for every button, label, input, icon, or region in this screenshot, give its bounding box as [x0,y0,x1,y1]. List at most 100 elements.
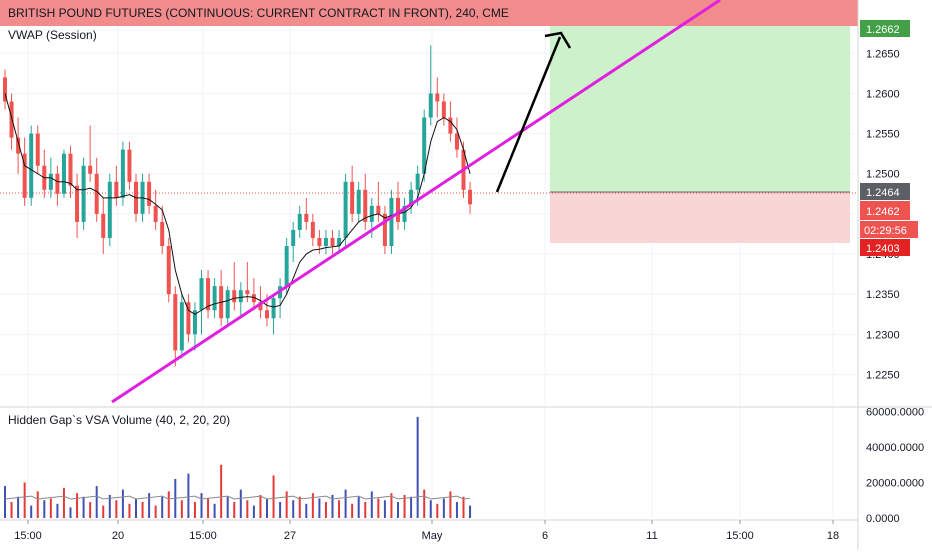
candle-body [232,290,237,303]
candle-body [323,237,328,247]
target-price-text: 1.2662 [866,24,900,36]
time-tick-label: 20 [112,530,124,542]
candle-body [271,298,276,319]
candle-body [68,153,73,186]
countdown-tag: 02:29:56 [860,221,918,238]
candle-body [409,189,414,206]
entry-price-text: 1.2464 [866,187,900,199]
time-tick-label: 15:00 [726,530,754,542]
volume-tick-label: 0.0000 [866,513,900,525]
candle-body [337,237,342,247]
candle-body [422,117,427,174]
time-tick-label: 27 [284,530,296,542]
candle-body [428,93,433,118]
volume-tick-label: 60000.0000 [866,407,924,419]
candle-body [363,189,368,222]
candle-body [94,173,99,214]
candle-body [304,213,309,222]
time-tick-label: 15:00 [14,530,42,542]
time-tick-label: 11 [646,530,657,542]
candle-body [120,149,125,198]
candle-body [251,294,256,303]
time-tick-label: May [422,530,443,542]
candle-body [297,213,302,230]
candle-body [468,189,473,205]
candle-body [186,302,191,335]
candle-body [206,278,211,311]
stop-zone[interactable] [550,192,850,243]
projection-arrow-shaft[interactable] [495,36,562,193]
last-price-tag: 1.2462 [860,201,910,220]
vwap-line [4,93,471,315]
candle-body [16,137,21,154]
candle-body [107,181,112,238]
trendline[interactable] [111,0,721,404]
candle-body [291,229,296,247]
candle-body [448,117,453,134]
last-price-text: 1.2462 [866,206,900,218]
candle-body [356,189,361,214]
candle-body [75,185,80,222]
stop-price-tag: 1.2403 [860,239,910,256]
candle-body [212,286,217,311]
candle-body [454,133,459,150]
candle-body [153,205,158,222]
candle-body [55,173,60,194]
candle-body [350,181,355,214]
candle-body [179,302,184,351]
price-tick-label: 1.2550 [866,129,900,141]
candle-body [317,237,322,247]
time-tick-label: 6 [542,530,548,542]
candle-body [258,302,263,311]
target-price-tag: 1.2662 [860,20,910,37]
stop-price-text: 1.2403 [866,243,900,255]
candle-body [343,181,348,238]
candle-body [35,133,40,166]
volume-axis[interactable]: 0.0000 20000.0000 40000.0000 60000.0000 [866,407,924,525]
target-zone[interactable] [550,26,850,192]
candle-body [127,149,132,182]
entry-price-tag: 1.2464 [860,183,910,200]
price-tick-label: 1.2650 [866,48,900,60]
candle-body [389,197,394,247]
candle-body [402,205,407,222]
candle-body [3,77,7,102]
candle-body [382,213,387,247]
candle-body [160,221,165,247]
countdown-text: 02:29:56 [864,225,907,237]
candle-body [81,165,86,222]
candle-body [225,290,230,319]
candle-body [310,221,315,238]
chart-title: BRITISH POUND FUTURES (CONTINUOUS: CURRE… [8,6,509,20]
price-tick-label: 1.2350 [866,289,900,301]
candle-body [29,133,34,198]
candle-body [441,101,446,118]
time-tick-label: 15:00 [189,530,217,542]
candle-body [22,153,27,198]
candle-body [330,237,335,247]
candle-body [61,153,66,194]
candle-body [48,173,53,190]
volume-legend[interactable]: Hidden Gap`s VSA Volume (40, 2, 20, 20) [8,413,231,427]
candle-body [396,197,400,222]
candle-body [199,278,204,311]
price-tick-label: 1.2500 [866,169,900,181]
candle-body [147,181,152,206]
price-tick-label: 1.2250 [866,369,900,381]
candle-body [114,181,119,198]
candle-body [173,294,178,351]
volume-bars [4,416,472,518]
candle-body [376,205,381,214]
vwap-legend[interactable]: VWAP (Session) [8,28,97,42]
time-axis[interactable]: 15:00 20 15:00 27 May 6 11 15:00 18 [14,520,839,542]
volume-average-line [4,495,471,500]
candle-body [284,246,289,287]
candle-body [435,93,440,102]
candle-body [238,290,243,303]
volume-tick-label: 20000.0000 [866,478,924,490]
volume-tick-label: 40000.0000 [866,442,924,454]
candle-body [101,213,106,238]
candle-body [265,310,269,319]
